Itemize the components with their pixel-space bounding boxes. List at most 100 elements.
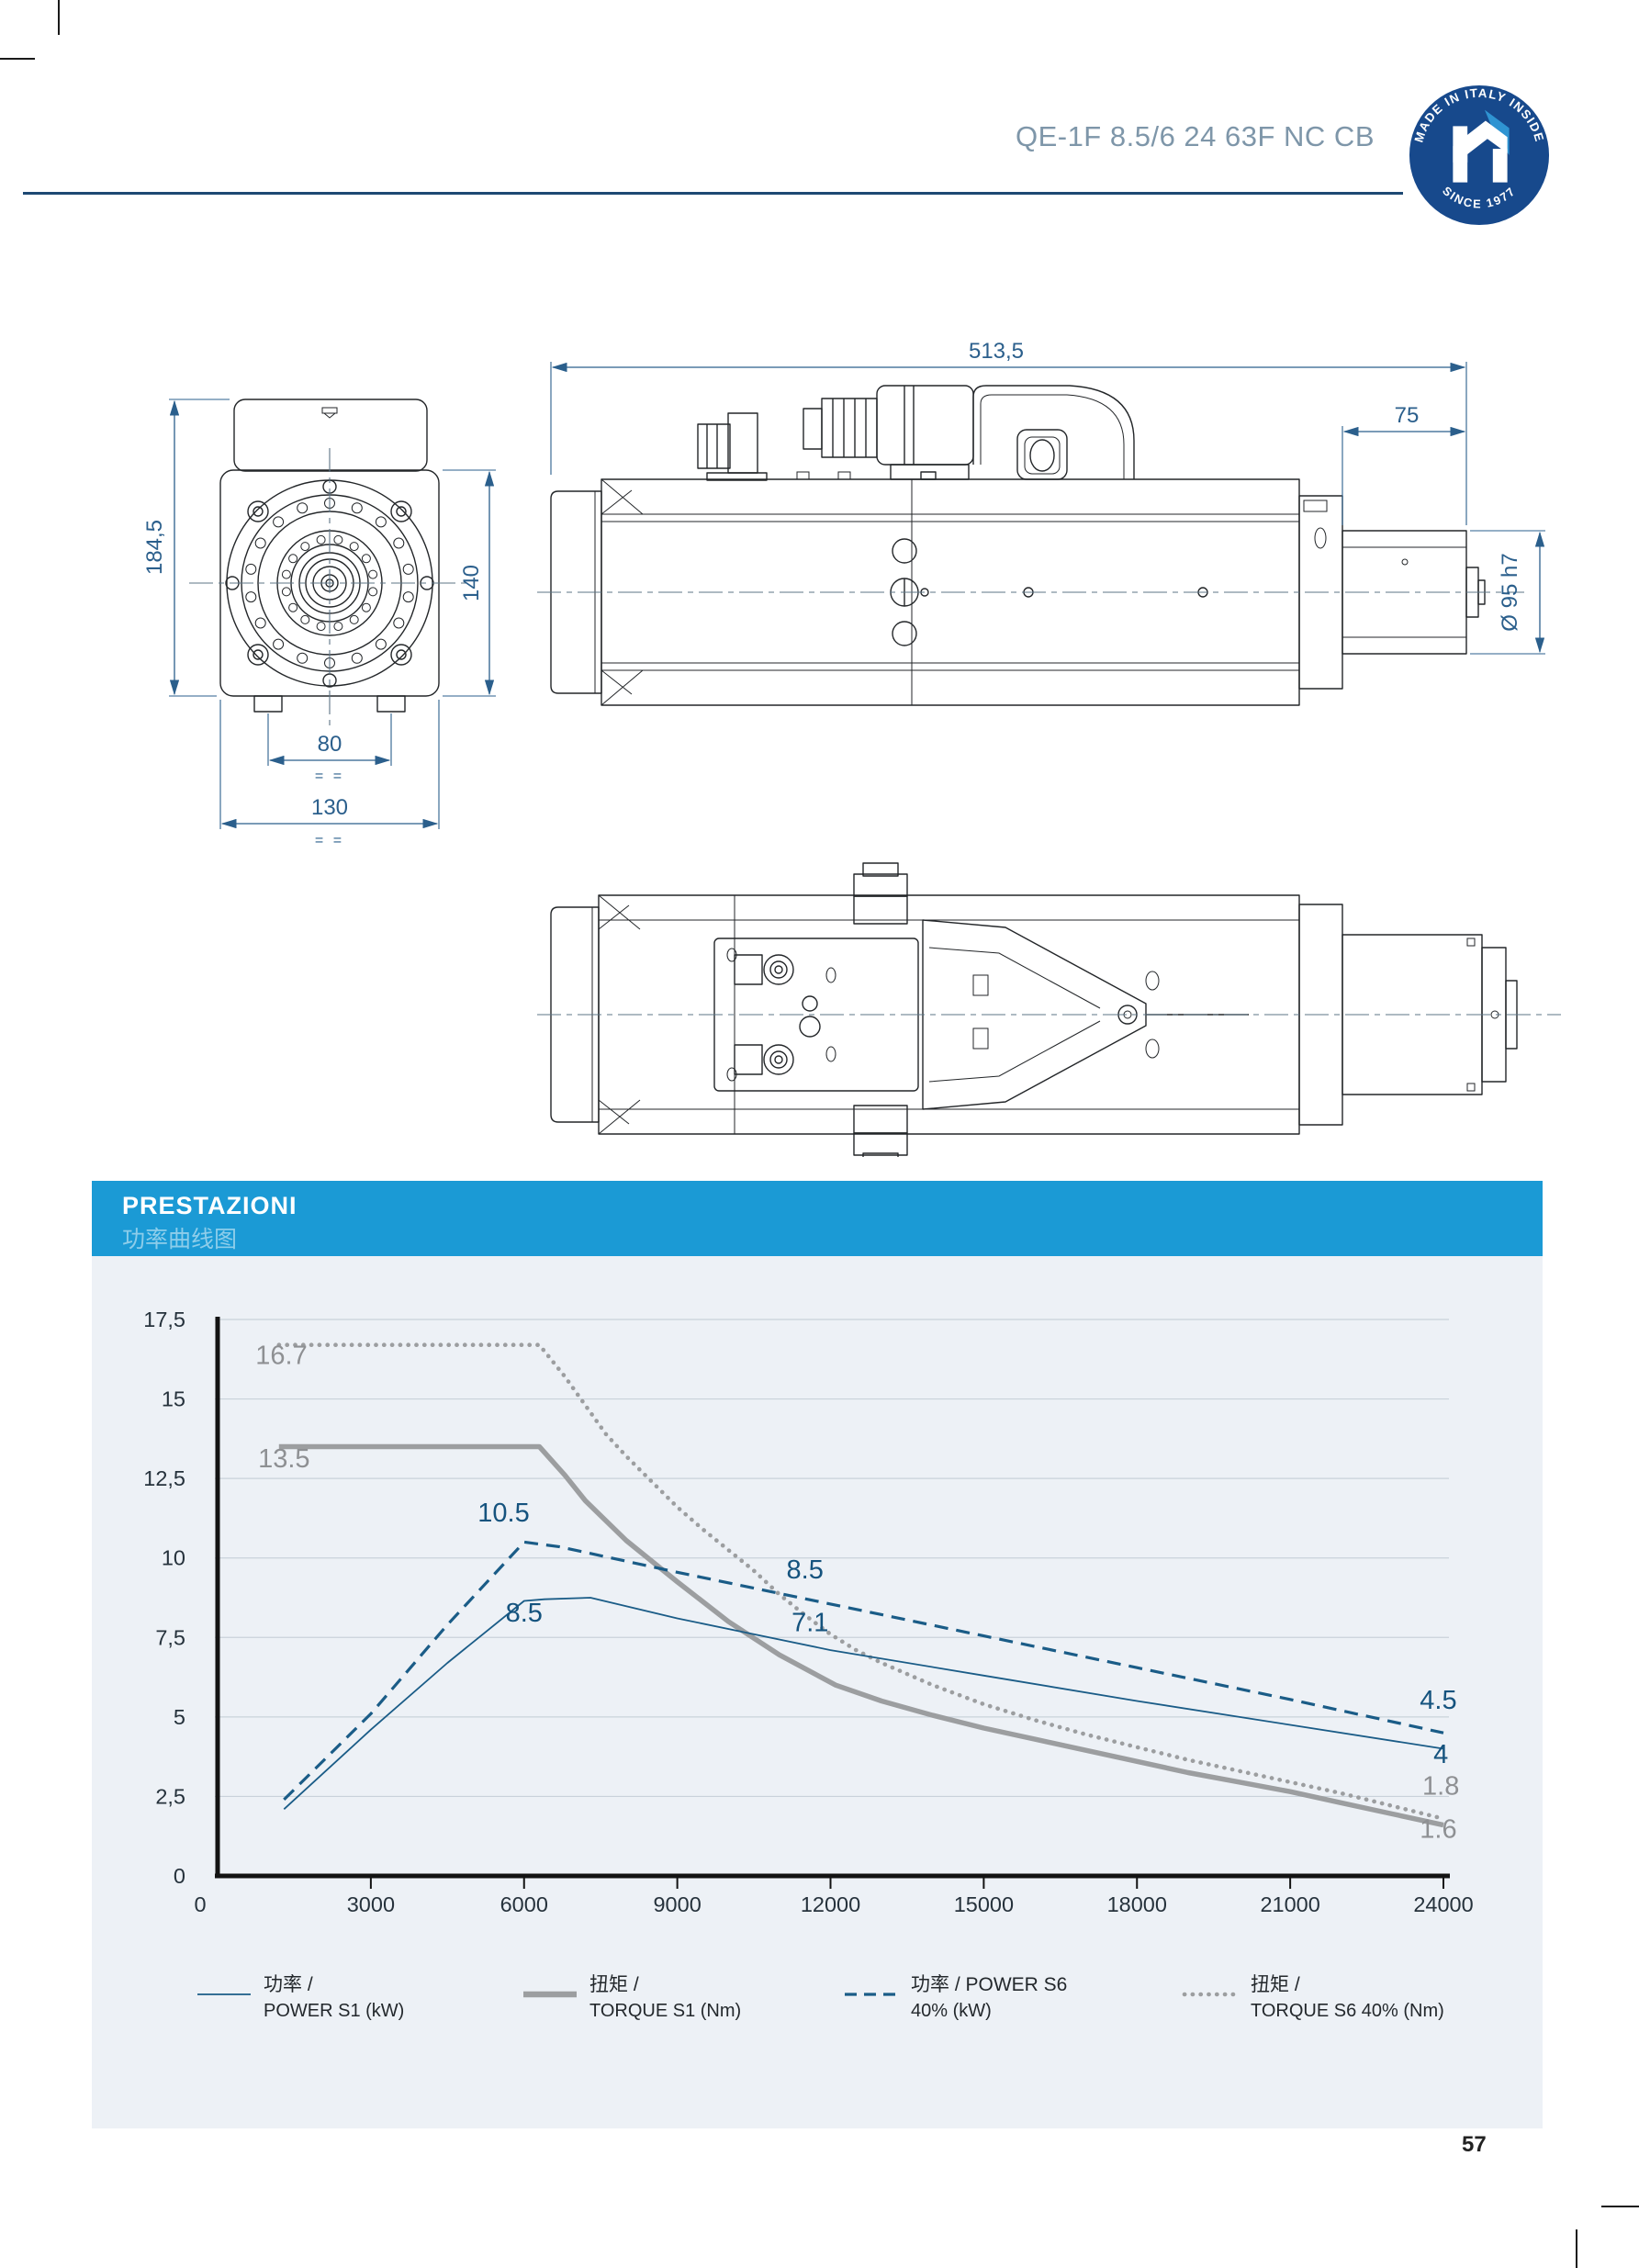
bolt-hole bbox=[393, 617, 405, 629]
y-tick-label: 5 bbox=[174, 1705, 185, 1729]
curve-value-label: 8.5 bbox=[787, 1555, 824, 1585]
legend-label-line2: 40% (kW) bbox=[911, 2001, 992, 2021]
x-tick-label: 18000 bbox=[1107, 1892, 1167, 1916]
dim-side-length: 513,5 bbox=[969, 339, 1024, 364]
front-view-dimensions: 184,5 140 80 = = 130 = = bbox=[142, 399, 496, 848]
curve-value-label: 4 bbox=[1433, 1740, 1448, 1769]
curve-value-label: 16.7 bbox=[255, 1341, 307, 1370]
curve-value-label: 7.1 bbox=[791, 1608, 828, 1637]
bolt-hole bbox=[351, 652, 363, 664]
bolt-hole bbox=[254, 537, 266, 549]
bolt-hole bbox=[316, 622, 326, 632]
series-solid-thin bbox=[283, 1597, 1444, 1810]
dim-front-slot-sym: = = bbox=[315, 769, 344, 784]
crop-mark bbox=[1576, 2229, 1577, 2268]
bolt-hole bbox=[333, 622, 343, 632]
dim-front-base: 130 bbox=[311, 795, 348, 820]
y-tick-label: 2,5 bbox=[155, 1784, 185, 1808]
header-rule bbox=[23, 192, 1403, 195]
y-tick-label: 17,5 bbox=[143, 1308, 185, 1331]
legend-item: 扭矩 / TORQUE S6 40% (Nm) bbox=[1182, 1974, 1444, 2021]
bolt-hole bbox=[368, 587, 378, 597]
bolt-hole bbox=[281, 569, 291, 579]
chart-title: PRESTAZIONI bbox=[122, 1192, 297, 1219]
bolt-hole bbox=[273, 638, 285, 650]
curve-value-label: 8.5 bbox=[506, 1599, 543, 1628]
chart-subtitle: 功率曲线图 bbox=[122, 1227, 238, 1252]
x-tick-label: 6000 bbox=[500, 1892, 548, 1916]
x-tick-label: 21000 bbox=[1260, 1892, 1319, 1916]
legend-label-line1: 功率 / bbox=[264, 1974, 313, 1995]
legend-label-line1: 扭矩 / bbox=[1251, 1974, 1300, 1995]
front-view-drawing bbox=[189, 399, 470, 727]
technical-drawings: 184,5 140 80 = = 130 = = bbox=[142, 339, 1561, 1157]
bolt-hole bbox=[351, 502, 363, 514]
side-view-dimensions: 513,5 75 Ø 95 h7 bbox=[550, 339, 1545, 655]
curve-value-label: 1.8 bbox=[1422, 1772, 1459, 1802]
bolt-hole bbox=[254, 617, 266, 629]
x-tick-label: 0 bbox=[194, 1892, 206, 1916]
bolt-hole bbox=[300, 542, 310, 552]
bolt-hole bbox=[316, 534, 326, 545]
page-number: 57 bbox=[1462, 2132, 1487, 2157]
y-tick-label: 7,5 bbox=[155, 1625, 185, 1649]
series-dotted bbox=[276, 1342, 1446, 1822]
crop-mark bbox=[1601, 2206, 1639, 2207]
x-tick-label: 12000 bbox=[801, 1892, 860, 1916]
bottom-view-drawing bbox=[537, 862, 1561, 1157]
performance-chart: 0 3000 6000 9000 12000 15000 18000 21000 24000 0 2… bbox=[143, 1308, 1473, 2021]
bolt-hole bbox=[333, 534, 343, 545]
curve-value-label: 1.6 bbox=[1420, 1814, 1456, 1844]
y-tick-label: 10 bbox=[162, 1546, 185, 1570]
bolt-hole bbox=[402, 591, 414, 603]
dim-front-flange: 140 bbox=[459, 565, 484, 601]
x-tick-label: 24000 bbox=[1413, 1892, 1473, 1916]
bolt-hole bbox=[402, 563, 414, 575]
made-in-italy-badge-icon: MADE IN ITALY INSIDE SINCE 1977 bbox=[1409, 84, 1550, 226]
bolt-hole bbox=[288, 602, 298, 612]
bolt-hole bbox=[297, 652, 309, 664]
series-solid-thick bbox=[278, 1443, 1444, 1828]
bolt-hole bbox=[297, 502, 309, 514]
bolt-hole bbox=[273, 516, 285, 528]
bolt-hole bbox=[361, 602, 371, 612]
bolt-hole bbox=[281, 587, 291, 597]
crop-mark bbox=[58, 0, 60, 35]
chart-header-band: PRESTAZIONI 功率曲线图 bbox=[92, 1181, 1543, 1256]
legend-item: 扭矩 / TORQUE S1 (Nm) bbox=[523, 1974, 741, 2021]
x-tick-label: 9000 bbox=[653, 1892, 701, 1916]
bolt-hole bbox=[349, 542, 359, 552]
bolt-hole bbox=[245, 563, 257, 575]
curve-value-label: 13.5 bbox=[258, 1444, 309, 1474]
legend-label-line2: TORQUE S6 40% (Nm) bbox=[1251, 2001, 1444, 2021]
dim-side-nose: 75 bbox=[1395, 403, 1420, 428]
crop-mark bbox=[0, 58, 35, 60]
bolt-hole bbox=[349, 614, 359, 624]
side-view-drawing bbox=[537, 385, 1524, 706]
legend-item: 功率 / POWER S1 (kW) bbox=[197, 1974, 404, 2021]
dim-front-height: 184,5 bbox=[142, 520, 167, 575]
y-tick-label: 0 bbox=[174, 1864, 185, 1888]
dim-side-shaft: Ø 95 h7 bbox=[1498, 553, 1522, 631]
legend-item: 功率 / POWER S6 40% (kW) bbox=[845, 1974, 1067, 2021]
page-title: QE-1F 8.5/6 24 63F NC CB bbox=[1015, 120, 1375, 152]
y-tick-label: 15 bbox=[162, 1387, 185, 1411]
dim-front-slot: 80 bbox=[318, 732, 342, 757]
bolt-hole bbox=[368, 569, 378, 579]
curve-value-label: 10.5 bbox=[477, 1499, 529, 1528]
legend-label-line1: 扭矩 / bbox=[589, 1974, 639, 1995]
chart-panel: 0 3000 6000 9000 12000 15000 18000 21000 24000 0 2… bbox=[92, 1256, 1543, 2128]
bolt-hole bbox=[375, 638, 387, 650]
bolt-hole bbox=[245, 591, 257, 603]
y-tick-label: 12,5 bbox=[143, 1466, 185, 1490]
bolt-hole bbox=[288, 554, 298, 564]
bolt-hole bbox=[300, 614, 310, 624]
dim-front-base-sym: = = bbox=[315, 833, 344, 848]
curve-value-label: 4.5 bbox=[1420, 1686, 1456, 1715]
bolt-hole bbox=[393, 537, 405, 549]
legend-label-line1: 功率 / POWER S6 bbox=[911, 1974, 1067, 1995]
x-tick-label: 3000 bbox=[347, 1892, 395, 1916]
series-dashed bbox=[283, 1540, 1444, 1802]
bolt-hole bbox=[375, 516, 387, 528]
